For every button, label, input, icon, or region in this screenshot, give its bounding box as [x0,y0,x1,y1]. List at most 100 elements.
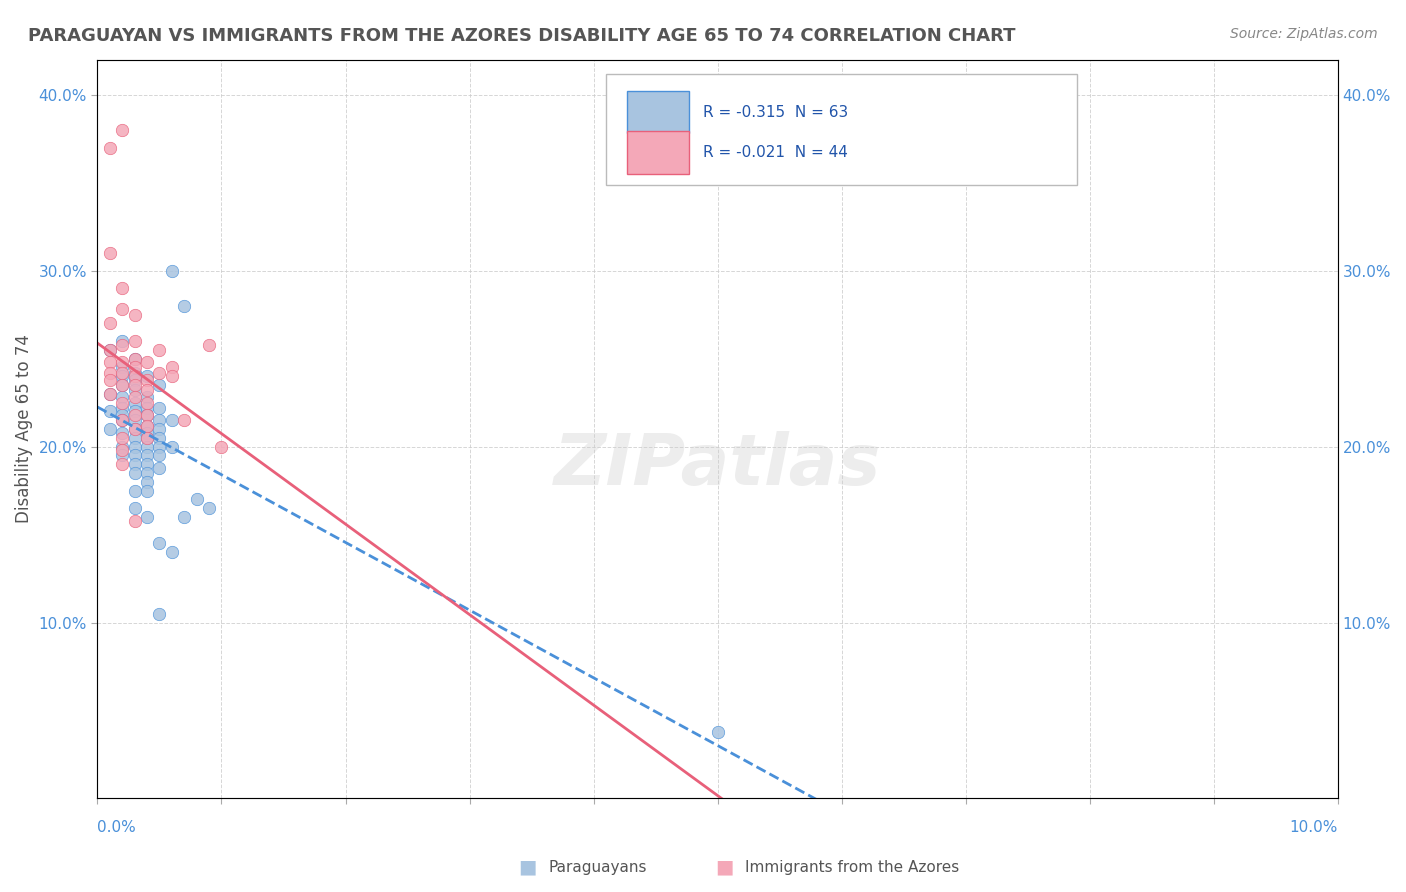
Text: ■: ■ [517,857,537,877]
Point [148,440,170,454]
Point [198,501,221,516]
Point [136,355,159,369]
Point [136,418,159,433]
Point [173,413,195,427]
Point [160,263,183,277]
Point [111,360,134,375]
Point [148,343,170,357]
Point [124,408,146,422]
Text: 0.0%: 0.0% [97,820,136,835]
Point [111,413,134,427]
Point [111,457,134,471]
Point [124,431,146,445]
Point [124,360,146,375]
Point [148,449,170,463]
Point [136,466,159,480]
Text: PARAGUAYAN VS IMMIGRANTS FROM THE AZORES DISABILITY AGE 65 TO 74 CORRELATION CHA: PARAGUAYAN VS IMMIGRANTS FROM THE AZORES… [28,27,1015,45]
Point [136,408,159,422]
Point [124,384,146,398]
Point [148,607,170,621]
Point [111,334,134,348]
Point [111,369,134,384]
Point [136,510,159,524]
Point [136,425,159,440]
Point [98,404,121,418]
Point [98,422,121,436]
Point [148,422,170,436]
Point [111,440,134,454]
Point [160,360,183,375]
Point [98,140,121,154]
Point [98,373,121,387]
Point [160,413,183,427]
Point [136,395,159,409]
Point [111,443,134,458]
Point [148,431,170,445]
Point [98,387,121,401]
Point [98,246,121,260]
Point [136,483,159,498]
Point [136,431,159,445]
Point [136,431,159,445]
Point [124,369,146,384]
Text: Paraguayans: Paraguayans [548,860,647,874]
Point [136,440,159,454]
Point [124,378,146,392]
Text: Immigrants from the Azores: Immigrants from the Azores [745,860,959,874]
Point [148,413,170,427]
Point [124,366,146,380]
Point [124,457,146,471]
Text: R = -0.021  N = 44: R = -0.021 N = 44 [703,145,848,161]
Point [111,355,134,369]
Point [111,378,134,392]
Point [111,378,134,392]
Point [124,422,146,436]
Point [98,387,121,401]
Point [111,390,134,404]
Point [136,390,159,404]
Point [136,369,159,384]
Point [136,418,159,433]
Point [136,475,159,489]
FancyBboxPatch shape [627,131,689,174]
Point [111,431,134,445]
Point [111,401,134,415]
Point [148,460,170,475]
Point [136,408,159,422]
Point [98,355,121,369]
Point [124,351,146,366]
Point [173,299,195,313]
Point [111,395,134,409]
Text: R = -0.315  N = 63: R = -0.315 N = 63 [703,104,848,120]
Point [111,302,134,317]
Point [136,449,159,463]
Point [124,483,146,498]
Point [124,501,146,516]
Point [148,378,170,392]
Point [111,413,134,427]
Point [111,425,134,440]
Point [136,401,159,415]
Point [111,366,134,380]
Point [173,510,195,524]
Point [160,440,183,454]
Point [124,308,146,322]
Point [98,366,121,380]
Point [198,337,221,351]
Text: ZIPatlas: ZIPatlas [554,432,882,500]
Point [148,366,170,380]
Point [124,466,146,480]
Point [124,390,146,404]
Point [124,373,146,387]
Point [706,724,728,739]
Point [124,334,146,348]
Point [98,317,121,331]
Point [136,384,159,398]
Text: ■: ■ [714,857,734,877]
Point [111,449,134,463]
Point [148,536,170,550]
Point [124,422,146,436]
Text: Source: ZipAtlas.com: Source: ZipAtlas.com [1230,27,1378,41]
Point [148,401,170,415]
Point [124,440,146,454]
